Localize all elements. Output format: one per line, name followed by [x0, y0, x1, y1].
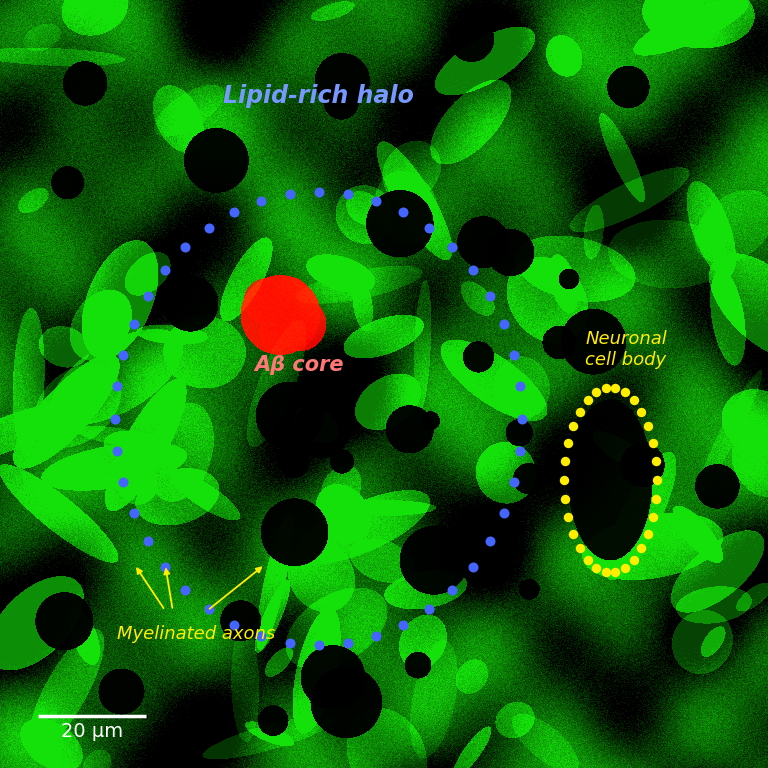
Point [127, 507, 140, 519]
Point [508, 476, 520, 488]
Point [109, 412, 121, 425]
Point [283, 188, 296, 200]
Point [141, 290, 154, 303]
Point [508, 349, 520, 361]
Point [650, 493, 662, 505]
Point [370, 195, 382, 207]
Point [635, 406, 647, 418]
Point [627, 394, 640, 406]
Point [255, 195, 267, 207]
Point [514, 380, 526, 392]
Point [558, 474, 571, 486]
Point [127, 318, 140, 330]
Point [647, 511, 659, 524]
Point [650, 474, 663, 486]
Point [342, 188, 354, 200]
Point [642, 528, 654, 541]
Text: Myelinated axons: Myelinated axons [117, 624, 275, 643]
Point [466, 264, 478, 276]
Point [619, 561, 631, 574]
Point [313, 186, 325, 198]
Point [559, 493, 571, 505]
Point [650, 455, 662, 467]
Point [609, 382, 621, 395]
Point [203, 222, 215, 234]
Point [342, 637, 354, 649]
Point [574, 542, 586, 554]
Point [567, 419, 579, 432]
Point [484, 535, 496, 547]
Point [313, 639, 325, 651]
Point [642, 419, 654, 432]
Point [516, 412, 528, 425]
Point [283, 637, 296, 649]
Point [600, 382, 612, 395]
Point [581, 554, 594, 566]
Point [562, 511, 574, 524]
Point [422, 222, 435, 234]
Text: Lipid-rich halo: Lipid-rich halo [223, 84, 414, 108]
Point [609, 565, 621, 578]
Text: Neuronal
cell body: Neuronal cell body [585, 330, 667, 369]
Point [619, 386, 631, 399]
Point [574, 406, 586, 418]
Point [514, 445, 526, 457]
Point [111, 380, 124, 392]
Point [111, 445, 124, 457]
Point [498, 318, 510, 330]
Point [228, 207, 240, 219]
Point [466, 561, 478, 573]
Point [159, 264, 171, 276]
Text: 20 μm: 20 μm [61, 722, 123, 740]
Point [559, 455, 571, 467]
Text: Aβ core: Aβ core [255, 355, 344, 375]
Point [647, 436, 659, 449]
Point [581, 394, 594, 406]
Point [422, 603, 435, 615]
Point [635, 542, 647, 554]
Point [370, 630, 382, 642]
Point [446, 241, 458, 253]
Point [203, 603, 215, 615]
Point [600, 565, 612, 578]
Point [484, 290, 496, 303]
Point [446, 584, 458, 596]
Point [590, 561, 602, 574]
Point [118, 476, 130, 488]
Point [397, 618, 409, 631]
Point [562, 436, 574, 449]
Point [498, 507, 510, 519]
Point [179, 241, 191, 253]
Point [141, 535, 154, 547]
Point [228, 618, 240, 631]
Point [627, 554, 640, 566]
Point [590, 386, 602, 399]
Point [397, 207, 409, 219]
Point [567, 528, 579, 541]
Point [159, 561, 171, 573]
Point [179, 584, 191, 596]
Point [118, 349, 130, 361]
Point [255, 630, 267, 642]
